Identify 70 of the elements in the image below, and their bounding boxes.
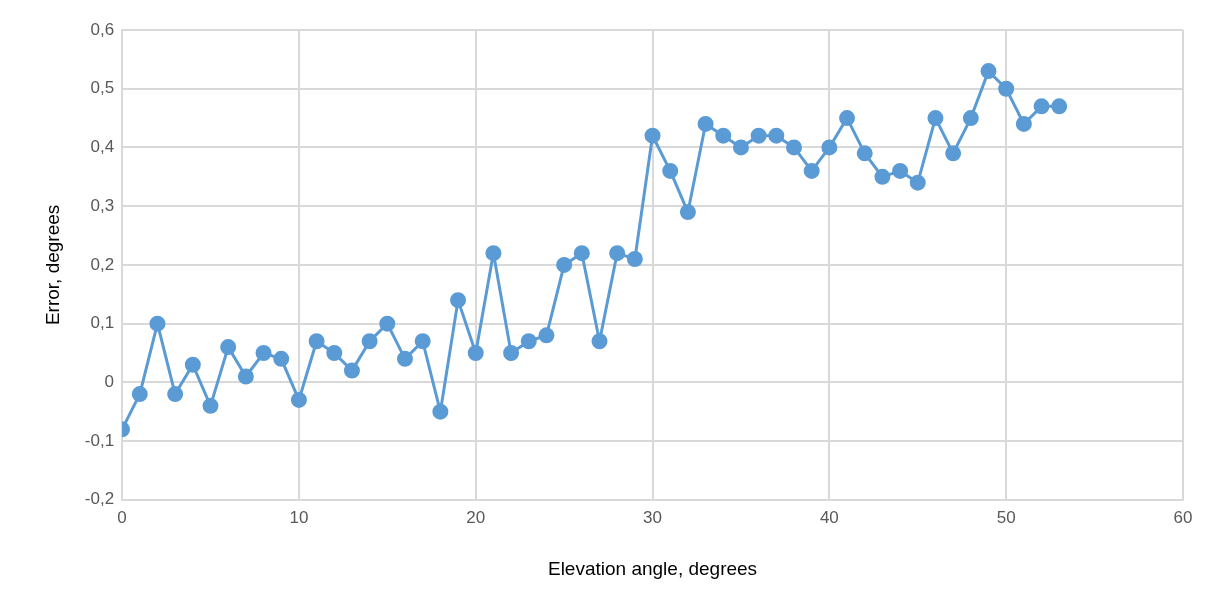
point (768, 127, 785, 144)
point (503, 344, 520, 361)
y-tick-label: 0,2 (90, 254, 115, 274)
point (167, 386, 184, 403)
point (255, 344, 272, 361)
point (786, 139, 802, 156)
y-axis-title: Error, degrees (41, 204, 63, 326)
point (343, 362, 360, 379)
y-tick-label: 0 (104, 372, 115, 392)
point (715, 127, 732, 144)
point (273, 350, 290, 367)
point (379, 315, 396, 332)
y-tick-label: 0,6 (90, 19, 115, 39)
point (1015, 115, 1032, 132)
point (361, 333, 378, 350)
point (237, 368, 254, 385)
point (803, 162, 820, 179)
point (414, 333, 431, 350)
y-tick-label: 0,3 (90, 195, 115, 215)
point (485, 245, 502, 262)
point (450, 292, 467, 309)
point (432, 403, 449, 420)
y-tick-label: -0,2 (84, 489, 115, 509)
x-tick-label: 60 (1173, 507, 1193, 527)
point (308, 333, 325, 350)
point (626, 251, 643, 268)
y-tick-label: 0,1 (90, 313, 115, 333)
point (184, 356, 201, 373)
point (467, 344, 484, 361)
point (927, 110, 944, 127)
point (980, 63, 997, 80)
x-axis-title: Elevation angle, degrees (547, 557, 758, 579)
point (732, 139, 749, 156)
x-tick-label: 50 (996, 507, 1016, 527)
point (538, 327, 555, 344)
point (149, 315, 166, 332)
point (591, 333, 608, 350)
point (397, 350, 413, 367)
point (326, 344, 343, 361)
point (131, 386, 148, 403)
point (679, 204, 696, 221)
point (945, 145, 962, 162)
y-tick-label: -0,1 (84, 430, 115, 450)
y-tick-label: 0,4 (90, 137, 115, 157)
y-tick-label: 0,5 (90, 78, 115, 98)
point (892, 162, 909, 179)
point (520, 333, 537, 350)
point (573, 245, 590, 262)
point (644, 127, 661, 144)
point (998, 80, 1015, 97)
point (750, 127, 767, 144)
x-tick-label: 30 (643, 507, 663, 527)
point (697, 115, 714, 132)
point (662, 162, 679, 179)
x-tick-label: 10 (289, 507, 309, 527)
point (556, 256, 573, 273)
point (1033, 98, 1050, 115)
point (220, 339, 237, 356)
point (609, 245, 626, 262)
x-tick-label: 40 (819, 507, 839, 527)
point (909, 174, 926, 191)
point (874, 168, 891, 185)
point (856, 145, 873, 162)
point (839, 110, 856, 127)
point (962, 110, 979, 127)
point (821, 139, 838, 156)
point (290, 391, 307, 408)
point (202, 397, 219, 414)
point (1051, 98, 1068, 115)
x-tick-label: 20 (466, 507, 486, 527)
